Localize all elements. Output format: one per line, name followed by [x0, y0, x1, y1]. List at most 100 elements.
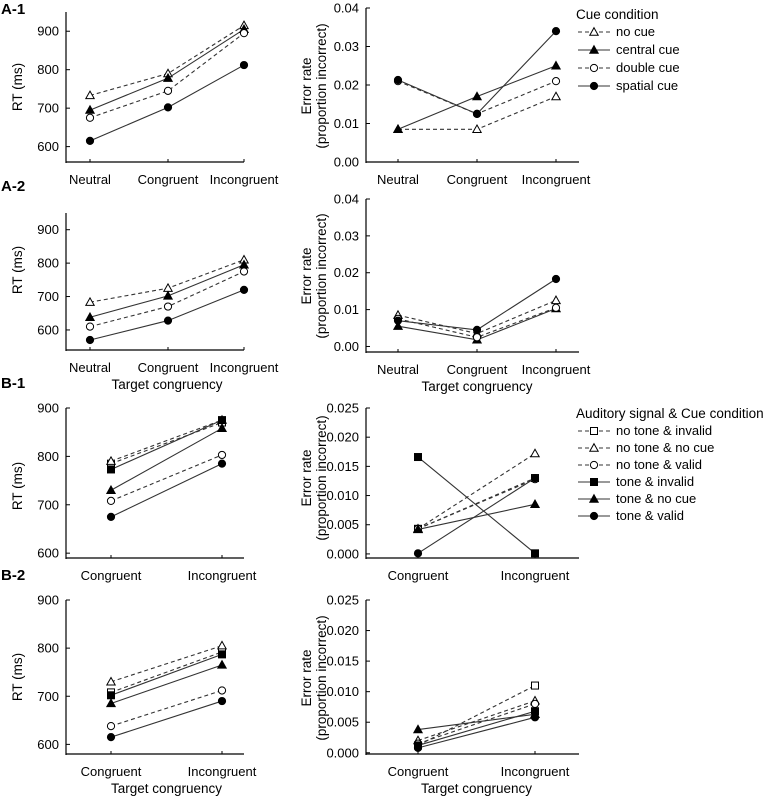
series-no-tone-and-valid — [413, 699, 540, 748]
series-line — [110, 689, 223, 727]
data-point — [84, 90, 96, 100]
y-axis-title: (proportion incorrect) — [314, 213, 329, 338]
legend-label: no cue — [616, 24, 655, 39]
data-point — [531, 681, 539, 690]
y-tick-label: 700 — [37, 497, 59, 512]
y-tick-label: 800 — [37, 641, 59, 656]
chart-b2-rt: B-2 600 700 800 900 Congruent Incongruent Targe… — [1, 567, 257, 796]
data-point — [105, 676, 117, 686]
legend-label: central cue — [616, 42, 680, 57]
series-no-tone-and-valid — [413, 475, 540, 533]
series-line — [110, 664, 223, 704]
legend-entry: no tone & invalid — [578, 423, 712, 438]
legend-marker-circle-icon — [589, 460, 599, 470]
series-line — [417, 716, 536, 749]
chart-a1-rt: A-1 600 700 800 900 Neutral Congruent Incongrue… — [1, 1, 279, 187]
x-tick-label: Congruent — [81, 764, 142, 779]
data-point — [106, 496, 116, 506]
y-axis-title: RT (ms) — [10, 246, 25, 294]
legend-marker-circle-icon — [589, 81, 599, 91]
data-point — [239, 29, 249, 38]
y-axis-title: (proportion incorrect) — [314, 615, 329, 740]
y-tick-label: 0.00 — [334, 339, 359, 354]
legend-entry: no tone & valid — [578, 457, 702, 472]
legend-legend_a: Cue condition no cue central cue double cue… — [576, 7, 680, 93]
x-tick-label: Neutral — [69, 172, 111, 187]
data-point — [162, 290, 174, 300]
data-point — [216, 640, 228, 650]
panel-label: A-1 — [1, 1, 25, 18]
x-tick-label: Incongruent — [501, 568, 570, 583]
y-tick-label: 600 — [37, 322, 59, 337]
y-tick-label: 0.010 — [326, 684, 359, 699]
legend-marker-triangle-icon — [588, 44, 600, 54]
data-point — [105, 455, 117, 465]
series-line — [417, 703, 536, 745]
data-point — [106, 512, 116, 521]
data-point — [551, 27, 561, 36]
legend-legend_b: Auditory signal & Cue condition no tone &… — [576, 406, 764, 523]
data-point — [85, 113, 95, 122]
series-tone-and-valid — [413, 713, 540, 752]
data-point — [217, 696, 227, 706]
series-line — [397, 278, 557, 331]
x-tick-label: Neutral — [377, 172, 419, 187]
data-point — [551, 274, 561, 284]
y-tick-label: 0.01 — [334, 116, 359, 131]
x-tick-label: Congruent — [388, 764, 449, 779]
y-tick-label: 800 — [37, 256, 59, 271]
data-point — [162, 282, 174, 292]
data-point — [163, 302, 173, 311]
data-point — [216, 659, 228, 669]
legend-marker-square-icon — [590, 427, 598, 435]
series-tone-and-invalid — [414, 707, 539, 750]
x-axis-title: Target congruency — [111, 377, 222, 392]
data-point — [550, 60, 562, 70]
data-point — [107, 465, 115, 474]
series-double-cue — [85, 29, 249, 122]
series-line — [417, 700, 536, 742]
legend-label: tone & valid — [616, 508, 684, 523]
x-axis-title: Target congruency — [421, 379, 532, 394]
data-point — [106, 733, 116, 742]
y-tick-label: 0.020 — [326, 623, 359, 638]
x-axis-title: Target congruency — [111, 781, 222, 796]
y-tick-label: 0.020 — [326, 430, 359, 445]
chart-b1-rt: B-1 600 700 800 900 Congruent Incongruent RT (m… — [1, 375, 257, 583]
y-tick-label: 0.015 — [326, 459, 359, 474]
legend-title: Cue condition — [576, 7, 659, 22]
y-tick-label: 800 — [37, 62, 59, 77]
y-tick-label: 0.02 — [334, 265, 359, 280]
series-tone-and-invalid — [107, 650, 226, 700]
panel-label: B-1 — [1, 375, 25, 392]
series-line — [110, 422, 223, 465]
series-line — [110, 454, 223, 502]
series-no-tone-and-no-cue — [105, 640, 228, 686]
chart-a1-err: 0.00 0.01 0.02 0.03 0.04 Neutral Congruent Inco… — [299, 1, 591, 188]
x-tick-label: Congruent — [447, 172, 508, 187]
data-point — [393, 75, 403, 85]
legend-entry: no cue — [578, 24, 655, 39]
data-point — [216, 422, 228, 433]
series-spatial-cue — [85, 60, 249, 145]
chart-b1-err: 0.000 0.005 0.010 0.015 0.020 0.025 Congruent I… — [299, 401, 579, 583]
series-no-tone-and-no-cue — [412, 448, 541, 533]
data-point — [105, 698, 117, 708]
data-point — [239, 267, 249, 276]
series-tone-and-valid — [413, 473, 540, 558]
data-point — [412, 524, 424, 534]
series-no-tone-and-no-cue — [105, 414, 228, 465]
y-axis-title: RT (ms) — [10, 653, 25, 701]
x-tick-label: Incongruent — [188, 764, 257, 779]
legend-marker-triangle-icon — [588, 442, 600, 452]
data-point — [529, 498, 541, 509]
series-line — [110, 427, 223, 491]
y-tick-label: 0.025 — [326, 593, 359, 608]
legend-label: no tone & invalid — [616, 423, 712, 438]
y-axis-title: Error rate — [299, 247, 314, 304]
data-point — [471, 91, 483, 101]
series-line — [110, 463, 223, 518]
y-axis-title: (proportion incorrect) — [314, 23, 329, 148]
data-point — [239, 285, 249, 294]
y-tick-label: 0.01 — [334, 302, 359, 317]
